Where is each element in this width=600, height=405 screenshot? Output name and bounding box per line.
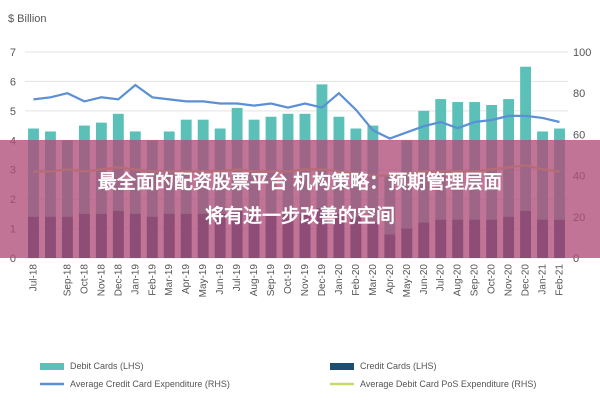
x-tick-label: Dec-18 [113, 264, 124, 297]
legend-label: Average Debit Card PoS Expenditure (RHS) [360, 379, 536, 389]
legend-label: Debit Cards (LHS) [70, 361, 144, 371]
x-tick-label: Sep-19 [266, 264, 277, 297]
x-tick-label: Oct-20 [487, 264, 498, 294]
x-tick-label: Oct-19 [283, 264, 294, 294]
left-tick-label: 5 [10, 106, 16, 118]
x-tick-label: Mar-20 [368, 264, 379, 296]
x-tick-label: Jun-20 [419, 264, 430, 295]
x-tick-label: Dec-19 [317, 264, 328, 297]
legend-label: Credit Cards (LHS) [360, 361, 437, 371]
right-tick-label: 100 [573, 47, 591, 59]
x-tick-label: May-20 [402, 264, 413, 298]
x-tick-label: Jun-19 [215, 264, 226, 295]
x-tick-label: Jul-18 [28, 264, 39, 292]
legend-swatch [330, 363, 354, 370]
x-tick-label: Aug-20 [453, 264, 464, 297]
x-tick-label: Jan-20 [334, 264, 345, 295]
x-tick-label: Jan-21 [538, 264, 549, 295]
right-tick-label: 60 [573, 129, 585, 141]
x-tick-label: Apr-19 [181, 264, 192, 294]
x-tick-label: Sep-18 [62, 264, 73, 297]
right-tick-label: 0 [573, 253, 579, 265]
x-tick-label: Nov-20 [504, 264, 515, 297]
right-tick-label: 80 [573, 88, 585, 100]
left-axis-label: $ Billion [8, 13, 47, 25]
x-tick-label: Apr-20 [385, 264, 396, 294]
x-tick-label: Feb-20 [351, 264, 362, 296]
x-tick-label: Jul-20 [436, 264, 447, 292]
overlay-band [0, 140, 600, 258]
x-tick-label: Feb-21 [555, 264, 566, 296]
legend-label: Average Credit Card Expenditure (RHS) [70, 379, 230, 389]
overlay-text-line-2: 将有进一步改善的空间 [205, 204, 395, 227]
credit-expenditure-line [33, 83, 560, 140]
x-tick-label: May-19 [198, 264, 209, 298]
x-tick-label: Sep-20 [470, 264, 481, 297]
overlay-text-line-1: 最全面的配资股票平台 机构策略：预期管理层面 [98, 170, 502, 193]
left-tick-label: 6 [10, 76, 16, 88]
x-tick-label: Nov-18 [96, 264, 107, 297]
x-tick-label: Feb-19 [147, 264, 158, 296]
x-tick-label: Jan-19 [130, 264, 141, 295]
x-tick-label: Nov-19 [300, 264, 311, 297]
x-tick-label: Aug-19 [249, 264, 260, 297]
x-tick-label: Oct-18 [79, 264, 90, 294]
x-tick-label: Jul-19 [232, 264, 243, 292]
legend-swatch [40, 363, 64, 370]
x-tick-label: Dec-20 [521, 264, 532, 297]
left-tick-label: 0 [10, 253, 16, 265]
left-tick-label: 7 [10, 47, 16, 59]
x-tick-label: Mar-19 [164, 264, 175, 296]
